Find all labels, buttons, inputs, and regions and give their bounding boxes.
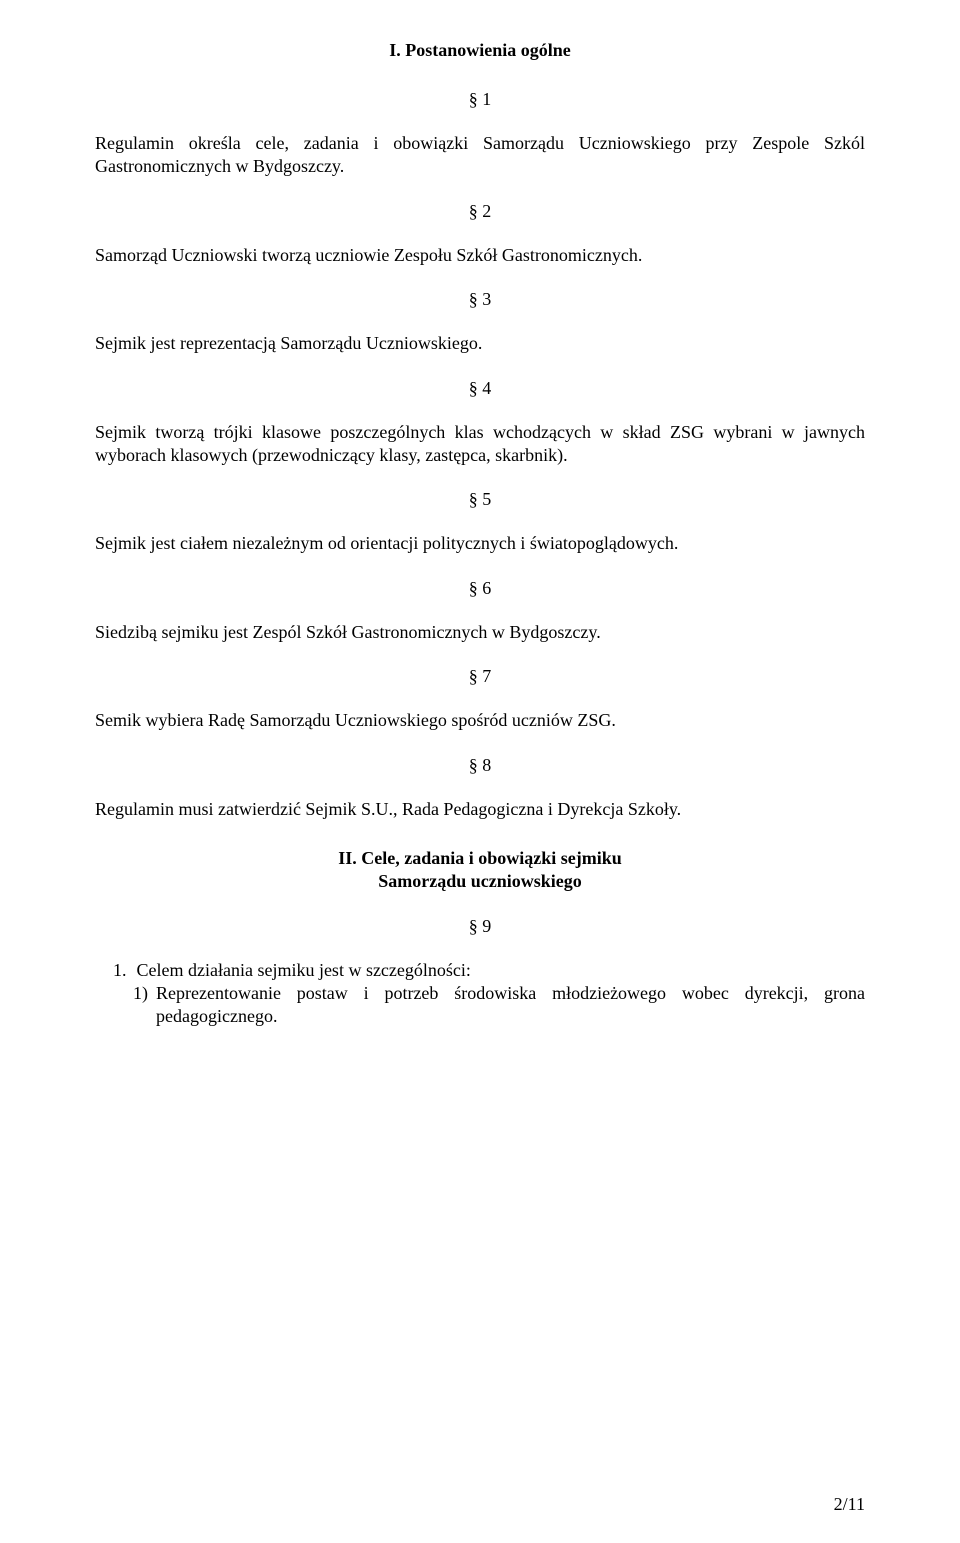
section-6-text: Siedzibą sejmiku jest Zespól Szkół Gastr… xyxy=(95,621,865,644)
sublist-item-text: Reprezentowanie postaw i potrzeb środowi… xyxy=(156,982,865,1029)
section-5-text: Sejmik jest ciałem niezależnym od orient… xyxy=(95,532,865,555)
list-item-number: 1. xyxy=(95,959,137,982)
section-9-number: § 9 xyxy=(95,916,865,937)
section-8-text: Regulamin musi zatwierdzić Sejmik S.U., … xyxy=(95,798,865,821)
heading-2: II. Cele, zadania i obowiązki sejmiku Sa… xyxy=(95,847,865,894)
section-4-text: Sejmik tworzą trójki klasowe poszczególn… xyxy=(95,421,865,468)
heading-2-line2: Samorządu uczniowskiego xyxy=(95,870,865,893)
list-item: 1. Celem działania sejmiku jest w szczeg… xyxy=(95,959,865,982)
section-1-number: § 1 xyxy=(95,89,865,110)
section-2-text: Samorząd Uczniowski tworzą uczniowie Zes… xyxy=(95,244,865,267)
section-4-number: § 4 xyxy=(95,378,865,399)
document-page: I. Postanowienia ogólne § 1 Regulamin ok… xyxy=(0,0,960,1543)
sublist-item-number: 1) xyxy=(133,982,156,1029)
section-2-number: § 2 xyxy=(95,201,865,222)
section-8-number: § 8 xyxy=(95,755,865,776)
page-number: 2/11 xyxy=(834,1494,865,1515)
section-3-number: § 3 xyxy=(95,289,865,310)
heading-1: I. Postanowienia ogólne xyxy=(95,40,865,61)
section-5-number: § 5 xyxy=(95,489,865,510)
sublist-item: 1) Reprezentowanie postaw i potrzeb środ… xyxy=(95,982,865,1029)
section-7-text: Semik wybiera Radę Samorządu Uczniowskie… xyxy=(95,709,865,732)
heading-2-line1: II. Cele, zadania i obowiązki sejmiku xyxy=(95,847,865,870)
section-6-number: § 6 xyxy=(95,578,865,599)
section-7-number: § 7 xyxy=(95,666,865,687)
section-1-text: Regulamin określa cele, zadania i obowią… xyxy=(95,132,865,179)
numbered-list: 1. Celem działania sejmiku jest w szczeg… xyxy=(95,959,865,1029)
list-item-text: Celem działania sejmiku jest w szczególn… xyxy=(137,959,866,982)
section-3-text: Sejmik jest reprezentacją Samorządu Uczn… xyxy=(95,332,865,355)
